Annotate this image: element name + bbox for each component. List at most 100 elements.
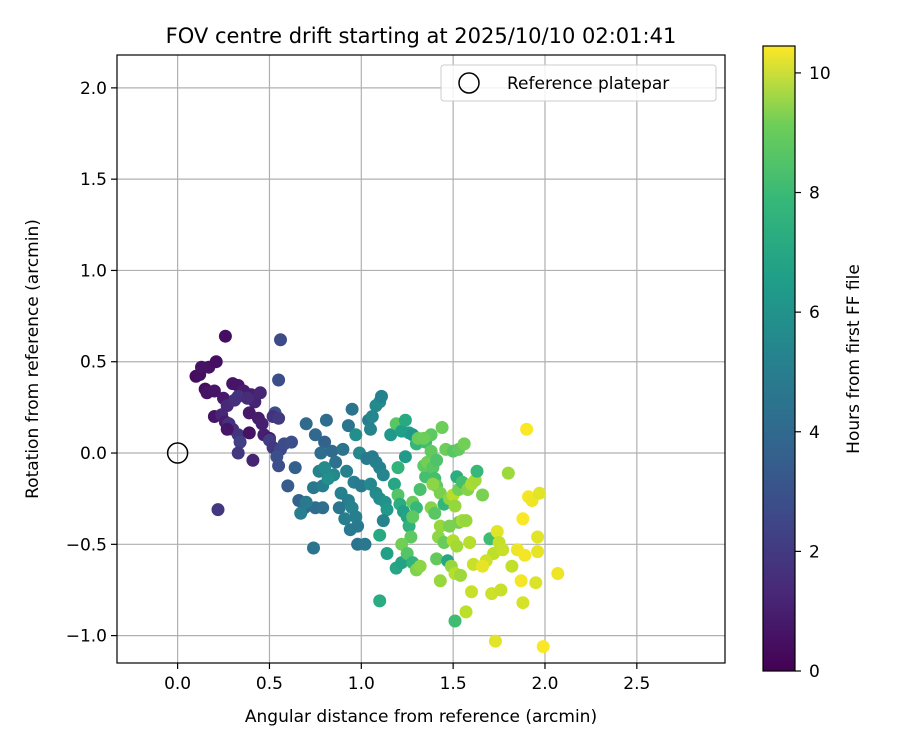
data-point: [463, 536, 477, 549]
data-point: [285, 435, 298, 449]
data-point: [531, 545, 545, 559]
data-point: [233, 435, 247, 449]
data-point: [314, 446, 328, 460]
colorbar-tick-label: 6: [809, 303, 820, 323]
colorbar-tick-label: 2: [809, 542, 820, 562]
legend-entry: Reference platepar: [507, 74, 669, 94]
data-point: [364, 422, 377, 436]
data-point: [417, 431, 431, 445]
data-point: [272, 411, 286, 425]
x-axis-label: Angular distance from reference (arcmin): [245, 707, 597, 727]
x-tick-label: 1.0: [348, 674, 375, 694]
data-point: [501, 466, 515, 480]
data-point: [345, 402, 359, 416]
data-point: [240, 391, 254, 405]
colorbar: [762, 45, 796, 672]
data-point: [516, 512, 530, 526]
data-point: [329, 455, 343, 469]
colorbar-tick-label: 4: [809, 423, 820, 443]
data-point: [413, 483, 427, 496]
reference-marker: [166, 442, 189, 464]
data-point: [365, 410, 379, 423]
y-tick-label: 1.0: [80, 261, 107, 281]
data-point: [533, 486, 546, 500]
data-point: [380, 503, 394, 517]
data-point: [281, 479, 295, 493]
plot-frame: [116, 54, 726, 664]
data-point: [531, 530, 545, 544]
legend: Reference platepar: [440, 64, 717, 102]
data-point: [391, 461, 405, 475]
data-point: [551, 567, 565, 580]
colorbar-tick-label: 8: [809, 184, 820, 204]
grid-lines: [117, 55, 725, 663]
data-point: [476, 488, 489, 502]
colorbar-label: Hours from first FF file: [844, 264, 864, 454]
data-point: [404, 530, 418, 544]
data-point: [428, 506, 442, 520]
data-point: [207, 384, 221, 398]
data-point: [294, 506, 308, 520]
legend-marker-icon: [458, 72, 480, 94]
data-point: [494, 583, 508, 597]
data-point: [398, 450, 412, 464]
data-point: [470, 464, 484, 478]
data-point: [443, 519, 456, 533]
data-point: [413, 559, 427, 573]
data-point: [457, 437, 471, 451]
x-axis-ticks: 0.0 0.5 1.0 1.5 2.0 2.5: [164, 663, 650, 694]
data-point: [520, 422, 534, 436]
y-tick-label: 0.0: [80, 444, 107, 464]
data-point: [430, 552, 444, 566]
data-point: [448, 614, 462, 628]
data-point: [516, 596, 530, 610]
data-point: [380, 547, 394, 560]
x-tick-label: 2.5: [623, 674, 650, 694]
legend-box: [440, 64, 717, 102]
y-tick-label: 1.5: [80, 170, 107, 190]
data-point: [529, 576, 543, 590]
data-point: [384, 428, 398, 442]
data-point: [299, 495, 313, 509]
colorbar-ticks: 0 2 4 6 8 10: [795, 64, 831, 682]
data-point: [336, 442, 350, 456]
data-point: [338, 512, 352, 526]
data-point: [376, 468, 390, 482]
data-point: [373, 528, 387, 542]
data-point: [536, 640, 550, 654]
data-point: [318, 461, 332, 475]
data-point: [375, 389, 388, 403]
data-point: [319, 413, 333, 427]
data-point: [488, 634, 502, 648]
data-point: [321, 472, 335, 486]
data-point: [358, 537, 372, 551]
data-point: [340, 464, 354, 478]
data-point: [459, 514, 473, 528]
data-point: [490, 525, 504, 538]
data-point: [448, 499, 462, 513]
data-point: [274, 333, 287, 347]
data-point: [211, 503, 225, 517]
data-point: [430, 453, 444, 467]
data-point: [343, 523, 357, 537]
data-point: [398, 413, 412, 427]
chart-title: FOV centre drift starting at 2025/10/10 …: [166, 24, 677, 48]
x-tick-label: 0.0: [164, 674, 191, 694]
data-point: [459, 605, 473, 619]
y-tick-label: −0.5: [66, 535, 107, 555]
data-point: [373, 594, 387, 608]
data-point: [316, 501, 330, 515]
data-point: [376, 514, 390, 528]
data-point: [406, 510, 420, 524]
data-point: [218, 329, 232, 343]
x-tick-label: 2.0: [531, 674, 558, 694]
data-point: [476, 559, 489, 573]
x-tick-label: 1.5: [440, 674, 467, 694]
data-point: [387, 477, 401, 491]
data-point: [433, 519, 447, 533]
data-point: [465, 585, 478, 599]
y-axis-ticks: −1.0 −0.5 0.0 0.5 1.0 1.5 2.0: [66, 79, 117, 647]
data-point: [288, 461, 302, 475]
data-point: [496, 543, 510, 557]
data-point: [332, 501, 346, 515]
